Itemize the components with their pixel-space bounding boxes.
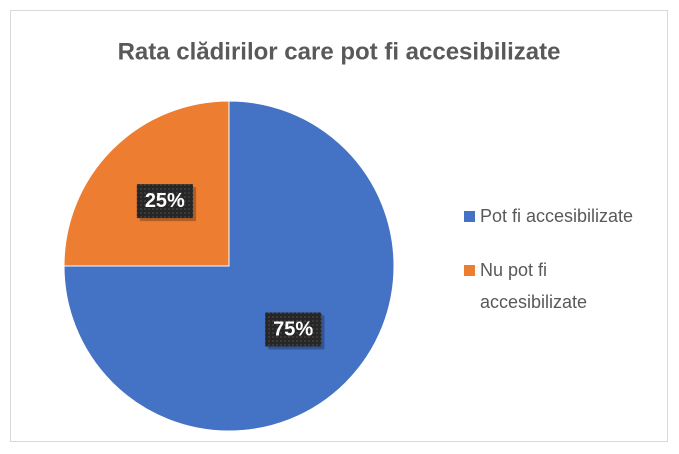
data-label: 25% — [145, 190, 185, 212]
legend: Pot fi accesibilizate Nu pot fi accesibil… — [462, 200, 672, 340]
data-label-box — [265, 312, 322, 347]
pie-slice — [63, 100, 395, 432]
legend-label: Pot fi accesibilizate — [480, 206, 634, 226]
legend-swatch — [464, 211, 475, 222]
pie-slice — [63, 100, 230, 267]
chart-title: Rata clădirilor care pot fi accesibiliza… — [118, 38, 561, 65]
data-label-box — [136, 184, 194, 219]
legend-label: Nu pot fi accesibilizate — [480, 260, 588, 312]
legend-item: Nu pot fi accesibilizate — [462, 254, 672, 318]
legend-swatch — [464, 265, 475, 276]
legend-item: Pot fi accesibilizate — [462, 200, 672, 232]
data-label: 75% — [273, 318, 313, 340]
